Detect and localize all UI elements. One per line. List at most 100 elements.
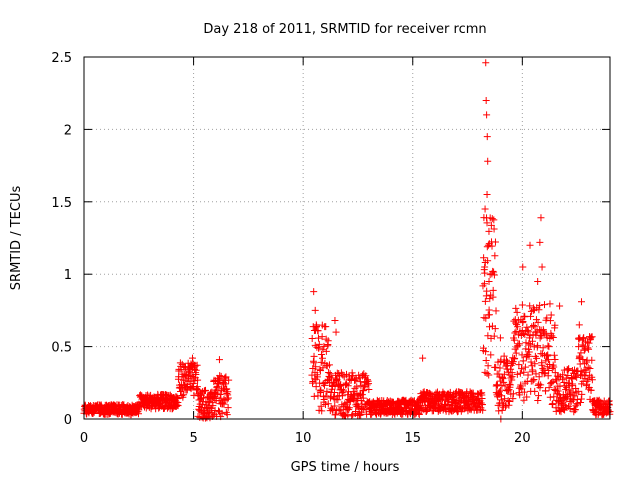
data-point [498, 406, 506, 414]
data-point [491, 325, 499, 333]
data-point [419, 354, 427, 362]
data-point [317, 350, 325, 358]
data-point [566, 405, 574, 413]
data-point [571, 392, 579, 400]
data-point [531, 323, 539, 331]
data-point [506, 381, 514, 389]
data-point [215, 407, 223, 415]
data-point [318, 333, 326, 341]
data-point [486, 323, 494, 331]
data-point [544, 342, 552, 350]
data-point [541, 301, 549, 309]
data-point [349, 372, 357, 380]
data-point [584, 375, 592, 383]
data-point [483, 133, 491, 141]
data-point [529, 366, 537, 374]
data-point [338, 392, 346, 400]
x-axis-label: GPS time / hours [291, 460, 400, 475]
data-point [524, 326, 532, 334]
data-point [321, 381, 329, 389]
data-point [519, 357, 527, 365]
data-point [188, 354, 196, 362]
data-point [534, 397, 542, 405]
data-point [224, 388, 232, 396]
data-point [318, 407, 326, 415]
data-point [334, 396, 342, 404]
data-point [548, 332, 556, 340]
data-point [517, 381, 525, 389]
data-point [518, 365, 526, 373]
data-point [500, 370, 508, 378]
data-point [317, 402, 325, 410]
data-point [531, 387, 539, 395]
data-point [507, 365, 515, 373]
data-point [545, 384, 553, 392]
data-point [353, 383, 361, 391]
data-point [501, 382, 509, 390]
data-point [209, 402, 217, 410]
data-point [199, 394, 207, 402]
data-point [313, 373, 321, 381]
data-point [216, 391, 224, 399]
data-point [573, 373, 581, 381]
data-point [317, 386, 325, 394]
data-point [188, 373, 196, 381]
data-point [550, 386, 558, 394]
data-point [481, 205, 489, 213]
data-point [575, 321, 583, 329]
data-point [527, 358, 535, 366]
data-point [347, 376, 355, 384]
data-point [485, 371, 493, 379]
data-point [331, 402, 339, 410]
data-point [535, 380, 543, 388]
data-point [556, 302, 564, 310]
data-point [526, 332, 534, 340]
data-point [374, 398, 382, 406]
data-point [481, 263, 489, 271]
data-point [483, 191, 491, 199]
data-point [319, 364, 327, 372]
x-tick-label: 20 [514, 431, 531, 446]
data-point [473, 395, 481, 403]
data-point [536, 301, 544, 309]
data-point [583, 358, 591, 366]
data-point [480, 314, 488, 322]
data-point [321, 400, 329, 408]
data-point [359, 394, 367, 402]
data-point [549, 334, 557, 342]
data-point [532, 370, 540, 378]
data-point [529, 306, 537, 314]
data-point [225, 376, 233, 384]
data-point [319, 346, 327, 354]
data-point [585, 345, 593, 353]
data-point [577, 399, 585, 407]
data-point [393, 409, 401, 417]
data-point [172, 402, 180, 410]
data-point [312, 383, 320, 391]
data-point [314, 334, 322, 342]
data-point [518, 351, 526, 359]
data-point [551, 321, 559, 329]
data-point [550, 351, 558, 359]
data-point [223, 411, 231, 419]
data-point [493, 381, 501, 389]
data-point [492, 363, 500, 371]
data-point [224, 394, 232, 402]
data-point [553, 377, 561, 385]
data-point [495, 407, 503, 415]
data-point [549, 361, 557, 369]
data-point [223, 395, 231, 403]
data-point [551, 355, 559, 363]
data-point [495, 388, 503, 396]
data-point [489, 293, 497, 301]
data-point [490, 332, 498, 340]
data-point [582, 368, 590, 376]
grid-lines [84, 57, 610, 419]
data-point [215, 356, 223, 364]
data-point [362, 406, 370, 414]
data-point [498, 381, 506, 389]
data-point [520, 388, 528, 396]
data-point [524, 371, 532, 379]
data-point [312, 321, 320, 329]
